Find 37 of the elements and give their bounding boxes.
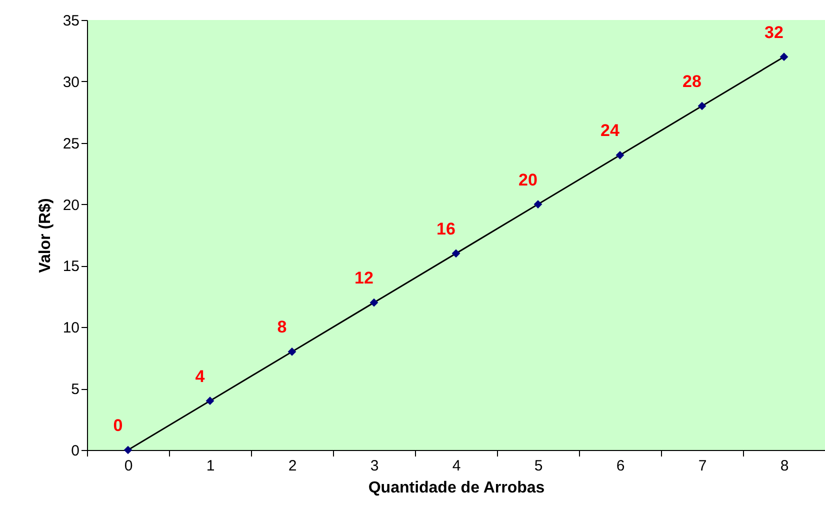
data-label: 20 <box>518 170 538 190</box>
y-tick-label: 10 <box>62 320 80 337</box>
x-axis-title: Quantidade de Arrobas <box>368 480 545 496</box>
data-label: 32 <box>764 22 784 42</box>
x-tick-label: 2 <box>288 458 297 474</box>
y-tick-label: 25 <box>62 135 80 152</box>
data-label: 8 <box>277 318 287 337</box>
point <box>534 200 542 208</box>
point <box>288 348 296 356</box>
point <box>370 298 378 307</box>
data-label: 0 <box>113 416 123 435</box>
y-tick-label: 0 <box>71 442 80 460</box>
x-tick-label: 1 <box>206 458 215 474</box>
x-tick-label: 4 <box>452 458 461 474</box>
y-tick-label: 15 <box>62 258 80 276</box>
y-tick-label: 20 <box>62 196 80 214</box>
y-tick-label: 35 <box>62 12 80 30</box>
x-tick-label: 3 <box>370 458 379 474</box>
data-label: 12 <box>354 268 374 288</box>
point <box>452 249 460 258</box>
data-label: 4 <box>195 366 206 386</box>
data-label: 24 <box>600 121 620 140</box>
x-tick-label: 7 <box>698 458 707 474</box>
data-label: 28 <box>682 72 702 91</box>
x-tick-label: 6 <box>616 458 625 474</box>
point <box>780 52 788 62</box>
x-tick-label: 0 <box>124 458 133 474</box>
point <box>206 396 214 406</box>
point <box>616 150 624 160</box>
point <box>124 446 132 454</box>
data-label: 16 <box>436 219 456 238</box>
x-tick-label: 8 <box>780 458 789 474</box>
y-axis-title: Valor (R$) <box>36 198 54 273</box>
y-tick-label: 30 <box>62 74 80 91</box>
point <box>698 102 706 110</box>
y-tick-label: 5 <box>71 381 80 398</box>
x-tick-label: 5 <box>534 458 543 474</box>
